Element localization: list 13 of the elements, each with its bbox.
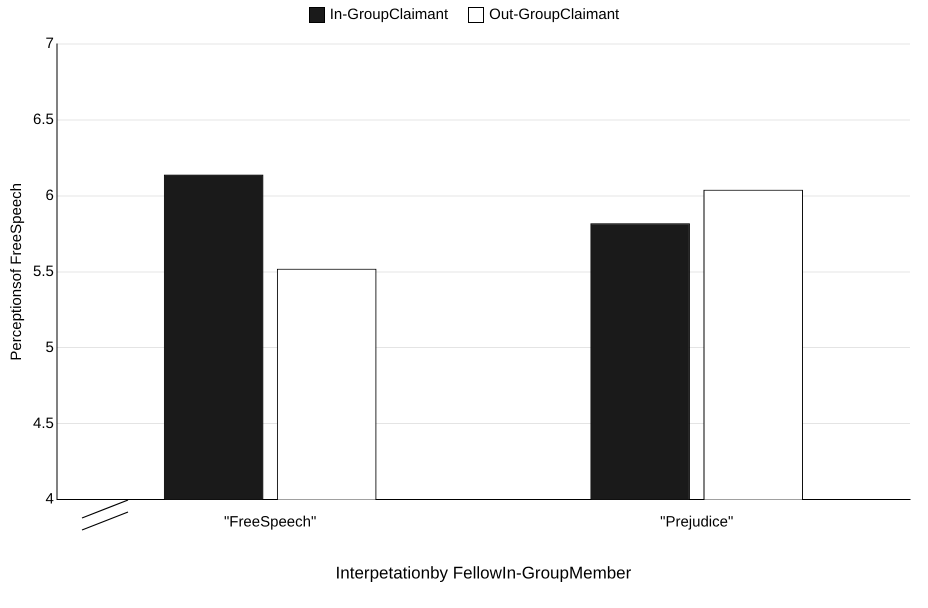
- y-tick-label: 5: [46, 338, 54, 356]
- y-tick-label: 4: [46, 490, 54, 508]
- legend-label: In-GroupClaimant: [330, 6, 448, 23]
- y-tick-label: 7: [46, 35, 54, 52]
- x-tick-label: "FreeSpeech": [224, 514, 316, 531]
- y-tick-label: 5.5: [32, 262, 54, 280]
- y-axis-title: Perceptionsof FreeSpeech: [8, 182, 26, 361]
- x-tick-label: "Prejudice": [660, 514, 734, 531]
- y-tick-label: 6.5: [32, 111, 54, 128]
- x-axis-title: Interpetationby FellowIn-GroupMember: [336, 563, 632, 582]
- legend-label: Out-GroupClaimant: [489, 6, 620, 23]
- y-tick-label: 6: [46, 187, 54, 204]
- y-tick-label: 4.5: [32, 414, 54, 432]
